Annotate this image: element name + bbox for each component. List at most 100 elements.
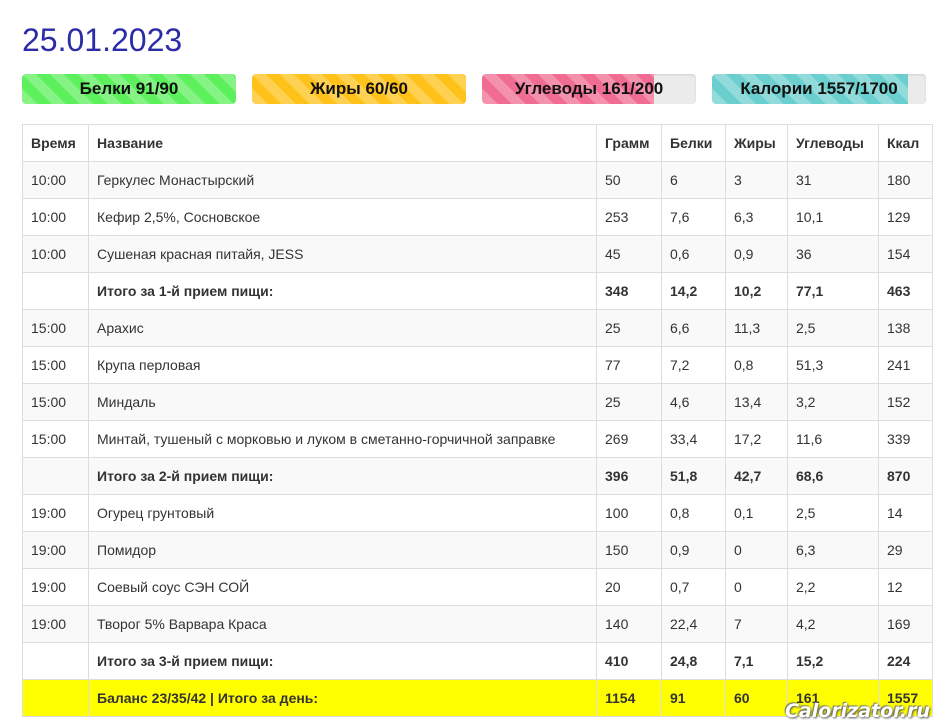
meal-subtotal-row: Итого за 2-й прием пищи: 396 51,8 42,7 68,6 8… [22, 457, 933, 495]
cell-grams: 1154 [596, 679, 662, 717]
cell-time: 15:00 [22, 420, 89, 458]
header-carbs: Углеводы [787, 124, 879, 162]
cell-name: Помидор [88, 531, 597, 569]
cell-carbs: 15,2 [787, 642, 879, 680]
cell-kcal: 224 [878, 642, 933, 680]
cell-kcal: 463 [878, 272, 933, 310]
cell-protein: 0,9 [661, 531, 726, 569]
cell-name: Соевый соус СЭН СОЙ [88, 568, 597, 606]
cell-carbs: 2,2 [787, 568, 879, 606]
cell-carbs: 68,6 [787, 457, 879, 495]
cell-grams: 140 [596, 605, 662, 643]
cell-grams: 150 [596, 531, 662, 569]
cell-kcal: 152 [878, 383, 933, 421]
table-row: 15:00 Арахис 25 6,6 11,3 2,5 138 [22, 309, 933, 347]
cell-kcal: 14 [878, 494, 933, 532]
cell-fat: 0,8 [725, 346, 788, 384]
cell-fat: 42,7 [725, 457, 788, 495]
cell-grams: 269 [596, 420, 662, 458]
table-row: 15:00 Крупа перловая 77 7,2 0,8 51,3 241 [22, 346, 933, 384]
table-row: 19:00 Творог 5% Варвара Краса 140 22,4 7 4,2 1… [22, 605, 933, 643]
cell-kcal: 241 [878, 346, 933, 384]
cell-grams: 100 [596, 494, 662, 532]
cell-carbs: 77,1 [787, 272, 879, 310]
cell-kcal: 129 [878, 198, 933, 236]
cell-grams: 77 [596, 346, 662, 384]
table-row: 10:00 Геркулес Монастырский 50 6 3 31 180 [22, 161, 933, 199]
cell-name: Кефир 2,5%, Сосновское [88, 198, 597, 236]
cell-time: 19:00 [22, 494, 89, 532]
cell-kcal: 1557 [878, 679, 933, 717]
header-protein: Белки [661, 124, 726, 162]
cell-grams: 25 [596, 309, 662, 347]
cell-fat: 0 [725, 531, 788, 569]
cell-grams: 348 [596, 272, 662, 310]
calories-progress-bar: Калории 1557/1700 [712, 74, 926, 104]
site-watermark: Calorizator.ru [784, 700, 930, 722]
cell-kcal: 12 [878, 568, 933, 606]
cell-time: 15:00 [22, 309, 89, 347]
cell-name: Крупа перловая [88, 346, 597, 384]
cell-name: Миндаль [88, 383, 597, 421]
cell-name: Баланс 23/35/42 | Итого за день: [88, 679, 597, 717]
cell-carbs: 11,6 [787, 420, 879, 458]
table-row: 19:00 Огурец грунтовый 100 0,8 0,1 2,5 14 [22, 494, 933, 532]
cell-protein: 7,2 [661, 346, 726, 384]
cell-kcal: 870 [878, 457, 933, 495]
meal-subtotal-row: Итого за 1-й прием пищи: 348 14,2 10,2 77,1 4… [22, 272, 933, 310]
day-total-row: Баланс 23/35/42 | Итого за день: 1154 91 60… [22, 679, 933, 717]
carbs-progress-label: Углеводы 161/200 [514, 79, 664, 98]
cell-carbs: 6,3 [787, 531, 879, 569]
cell-grams: 410 [596, 642, 662, 680]
table-row: 15:00 Миндаль 25 4,6 13,4 3,2 152 [22, 383, 933, 421]
cell-fat: 10,2 [725, 272, 788, 310]
cell-protein: 6,6 [661, 309, 726, 347]
cell-fat: 11,3 [725, 309, 788, 347]
table-row: 15:00 Минтай, тушеный с морковью и луком … [22, 420, 933, 458]
cell-time: 10:00 [22, 235, 89, 273]
cell-protein: 51,8 [661, 457, 726, 495]
page-date: 25.01.2023 [22, 22, 183, 58]
cell-time [22, 679, 89, 717]
protein-progress-label: Белки 91/90 [79, 79, 179, 98]
cell-fat: 0,1 [725, 494, 788, 532]
cell-name: Итого за 2-й прием пищи: [88, 457, 597, 495]
header-kcal: Ккал [878, 124, 933, 162]
carbs-progress-bar: Углеводы 161/200 [482, 74, 696, 104]
cell-protein: 0,8 [661, 494, 726, 532]
cell-carbs: 31 [787, 161, 879, 199]
cell-time [22, 457, 89, 495]
table-row: 19:00 Соевый соус СЭН СОЙ 20 0,7 0 2,2 12 [22, 568, 933, 606]
cell-protein: 7,6 [661, 198, 726, 236]
cell-name: Итого за 3-й прием пищи: [88, 642, 597, 680]
cell-name: Минтай, тушеный с морковью и луком в сме… [88, 420, 597, 458]
cell-protein: 6 [661, 161, 726, 199]
cell-fat: 7,1 [725, 642, 788, 680]
cell-fat: 17,2 [725, 420, 788, 458]
cell-name: Огурец грунтовый [88, 494, 597, 532]
cell-kcal: 339 [878, 420, 933, 458]
cell-name: Геркулес Монастырский [88, 161, 597, 199]
cell-fat: 7 [725, 605, 788, 643]
cell-name: Сушеная красная питайя, JESS [88, 235, 597, 273]
cell-kcal: 180 [878, 161, 933, 199]
cell-kcal: 29 [878, 531, 933, 569]
cell-kcal: 138 [878, 309, 933, 347]
cell-carbs: 3,2 [787, 383, 879, 421]
cell-protein: 22,4 [661, 605, 726, 643]
header-fat: Жиры [725, 124, 788, 162]
header-name: Название [88, 124, 597, 162]
cell-carbs: 51,3 [787, 346, 879, 384]
cell-carbs: 4,2 [787, 605, 879, 643]
protein-progress-fill [22, 74, 236, 104]
calories-progress-fill [712, 74, 909, 104]
cell-grams: 50 [596, 161, 662, 199]
carbs-progress-fill [482, 74, 655, 104]
cell-grams: 45 [596, 235, 662, 273]
cell-grams: 396 [596, 457, 662, 495]
cell-fat: 0,9 [725, 235, 788, 273]
cell-time [22, 272, 89, 310]
cell-protein: 91 [661, 679, 726, 717]
cell-protein: 0,7 [661, 568, 726, 606]
cell-name: Итого за 1-й прием пищи: [88, 272, 597, 310]
